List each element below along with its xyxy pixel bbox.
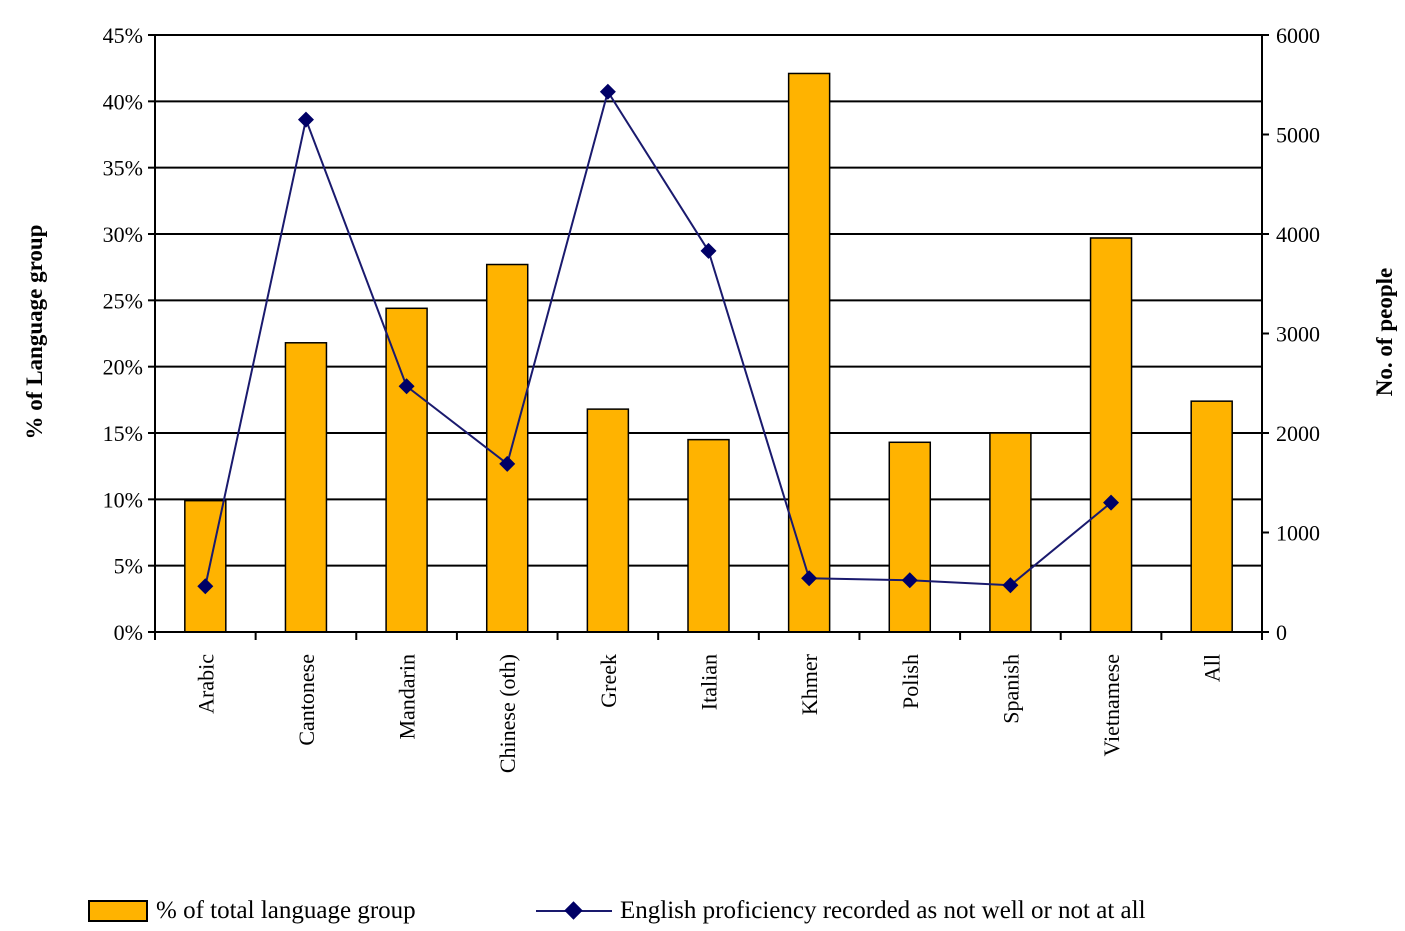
line-point	[398, 378, 415, 395]
right-tick-label: 2000	[1276, 421, 1320, 446]
legend-item-line: English proficiency recorded as not well…	[534, 893, 1146, 929]
bar-khmer	[787, 72, 831, 633]
x-tick-label: Spanish	[998, 654, 1023, 724]
bar-greek	[586, 408, 630, 633]
bar-cantonese	[284, 342, 328, 633]
x-tick-label: Khmer	[797, 653, 822, 715]
bar-all	[1190, 400, 1233, 633]
right-tick-label: 3000	[1276, 322, 1320, 347]
line-point	[700, 242, 717, 259]
line-point	[1002, 577, 1019, 594]
x-tick-label: Arabic	[193, 654, 218, 714]
left-tick-label: 5%	[114, 554, 143, 579]
left-axis-tick-labels: 0% 5% 10% 15% 20% 25% 30% 35% 40% 45%	[103, 23, 143, 645]
x-tick-label: Polish	[898, 654, 923, 709]
bar-chinese-oth	[485, 263, 529, 633]
line-point	[499, 455, 516, 472]
legend-line-swatch	[534, 900, 614, 922]
line-point	[297, 111, 314, 128]
gridlines	[155, 34, 1262, 567]
right-tick-label: 4000	[1276, 222, 1320, 247]
left-tick-label: 45%	[103, 23, 143, 48]
right-tick-label: 1000	[1276, 521, 1320, 546]
x-tick-label: Italian	[697, 654, 722, 710]
x-tick-label: Vietnamese	[1099, 654, 1124, 757]
x-tick-label: Mandarin	[395, 654, 420, 740]
right-tick-label: 0	[1276, 620, 1287, 645]
left-tick-label: 35%	[103, 156, 143, 181]
left-tick-label: 30%	[103, 222, 143, 247]
bar-mandarin	[385, 307, 428, 633]
left-tick-label: 25%	[103, 288, 143, 313]
bar-spanish	[989, 432, 1032, 633]
bar-polish	[888, 441, 932, 633]
left-tick-label: 0%	[114, 620, 143, 645]
legend-bar-label: % of total language group	[156, 897, 416, 924]
legend-line-label: English proficiency recorded as not well…	[620, 897, 1146, 924]
left-tick-label: 40%	[103, 89, 143, 114]
axes	[148, 34, 1269, 640]
left-tick-label: 10%	[103, 487, 143, 512]
left-tick-label: 20%	[103, 355, 143, 380]
x-tick-label: All	[1200, 654, 1225, 682]
right-tick-label: 6000	[1276, 23, 1320, 48]
left-tick-label: 15%	[103, 421, 143, 446]
bar-italian	[687, 438, 730, 633]
line-point	[197, 578, 214, 595]
line-path	[204, 89, 1112, 587]
right-tick-label: 5000	[1276, 123, 1320, 148]
x-axis-tick-labels: Arabic Cantonese Mandarin Chinese (oth) Gree…	[193, 653, 1224, 773]
x-tick-label: Chinese (oth)	[495, 654, 520, 773]
right-axis-tick-labels: 0 1000 2000 3000 4000 5000 6000	[1276, 23, 1320, 645]
line-series	[197, 83, 1120, 595]
line-point	[801, 570, 818, 587]
bar-series	[184, 72, 1233, 633]
legend-item-bars: % of total language group	[88, 893, 416, 929]
line-point	[599, 83, 616, 100]
bar-vietnamese	[1089, 237, 1133, 633]
legend: % of total language group English profic…	[0, 893, 1405, 929]
right-axis-title: No. of people	[1372, 268, 1397, 396]
x-tick-label: Cantonese	[294, 654, 319, 746]
legend-bar-swatch	[88, 900, 148, 922]
x-tick-label: Greek	[596, 654, 621, 708]
line-point	[1103, 494, 1120, 511]
left-axis-title: % of Language group	[22, 225, 47, 440]
line-point	[901, 572, 918, 589]
